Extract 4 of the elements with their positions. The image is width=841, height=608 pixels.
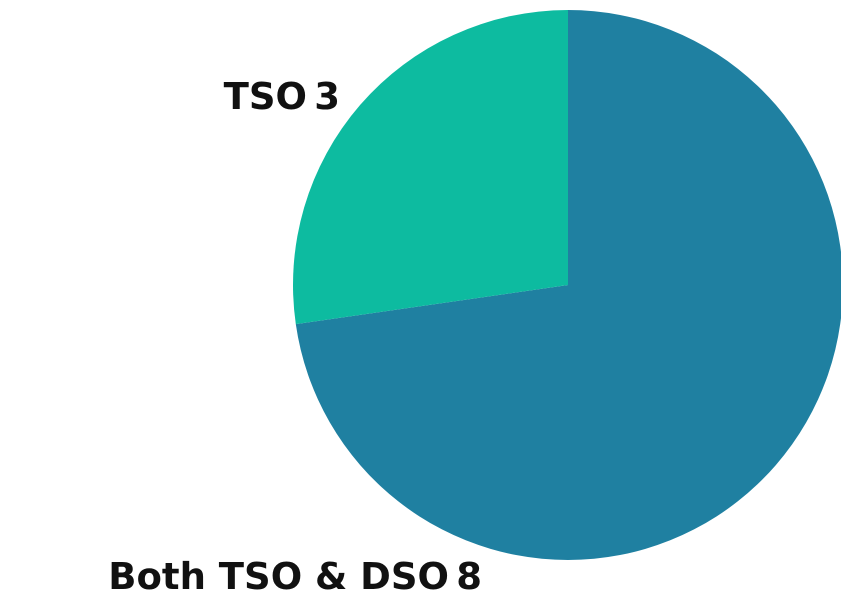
slice-label: Both TSO & DSO: [108, 555, 449, 598]
slice-label: TSO: [224, 75, 307, 118]
data-label: 3: [314, 75, 340, 118]
data-label: 8: [456, 555, 482, 598]
